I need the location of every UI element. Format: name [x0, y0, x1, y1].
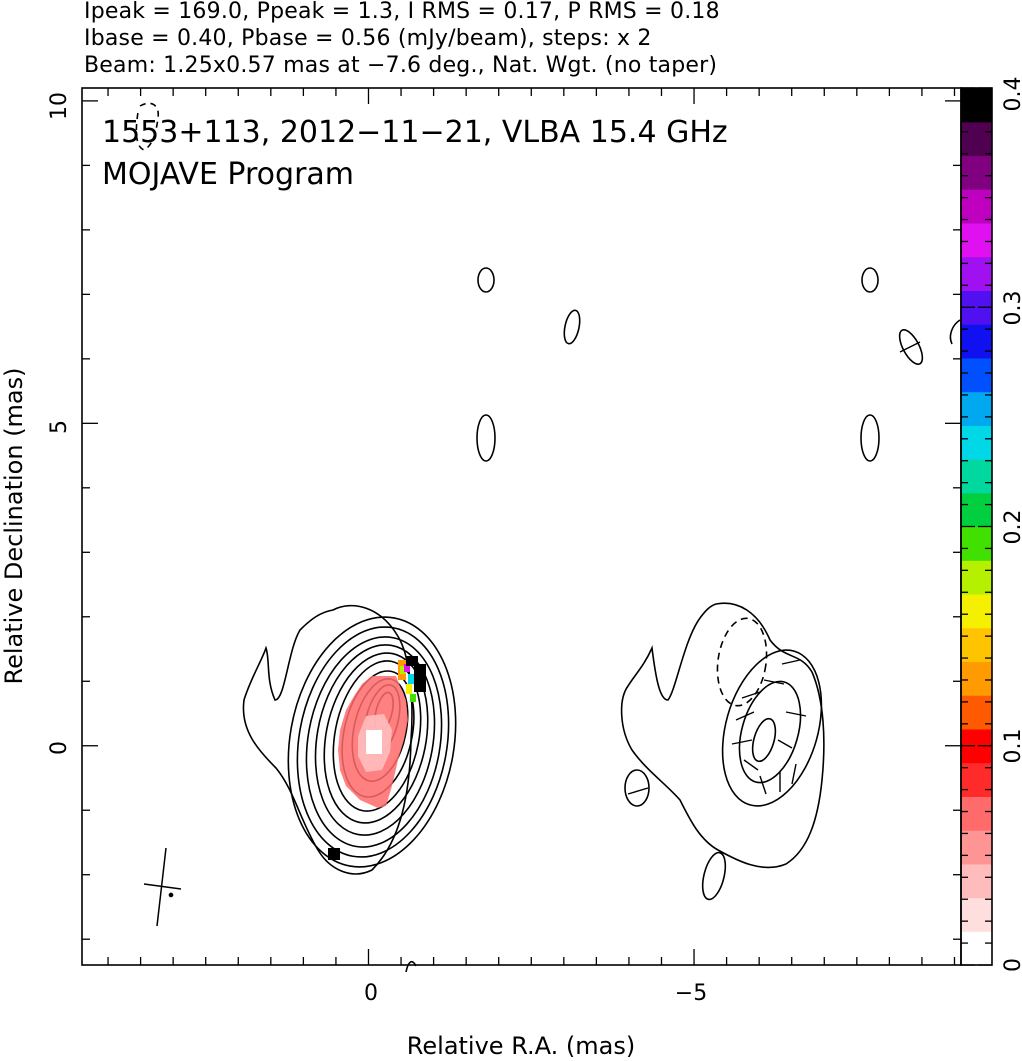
- pol-pixel: [410, 694, 416, 702]
- contour-blob: [860, 414, 880, 462]
- evpa-vector: [781, 659, 801, 665]
- contour-level: [323, 652, 429, 824]
- pol-pixel: [408, 674, 414, 684]
- evpa-vectors: [627, 341, 921, 795]
- pol-pixel: [414, 664, 426, 692]
- pol-pixel: [406, 684, 412, 694]
- wedge-cell: [961, 357, 992, 393]
- pol-pixel: [400, 666, 406, 674]
- wedge-cell: [961, 121, 992, 157]
- wedge-cell: [961, 830, 992, 865]
- axis-ticks: [82, 87, 992, 966]
- pol-pixel: [404, 664, 410, 672]
- wedge-cell: [961, 324, 992, 359]
- wedge-cell: [961, 526, 992, 561]
- contour-level: [296, 626, 450, 858]
- evpa-vector: [759, 775, 767, 795]
- y-axis-label: Relative Declination (mas): [0, 367, 28, 684]
- pol-contour-level: [751, 717, 777, 763]
- contour-edge-fragment: [405, 960, 417, 973]
- x-tick-label-0: 0: [364, 981, 378, 1006]
- contour-blob: [477, 267, 495, 293]
- wedge-cell: [961, 459, 992, 494]
- plot-annotation-program: MOJAVE Program: [102, 157, 354, 192]
- wedge-cell: [961, 560, 992, 595]
- contour-level: [332, 660, 422, 812]
- wedge-cell: [961, 796, 992, 831]
- evpa-vector: [785, 711, 807, 717]
- pol-contour-blob: [701, 851, 727, 901]
- contour-blob: [861, 267, 879, 293]
- restoring-beam: [143, 847, 182, 927]
- contour-blob: [476, 414, 496, 462]
- wedge-cell: [961, 391, 992, 426]
- contour-edge-fragment: [949, 319, 961, 345]
- evpa-vector: [763, 679, 785, 685]
- wedge-cell: [961, 593, 992, 629]
- evpa-vector: [731, 739, 753, 745]
- wedge-cell: [961, 492, 992, 528]
- wedge-tick-label-0.3: 0.3: [1001, 291, 1022, 326]
- plot-annotation-source: 1553+113, 2012−11−21, VLBA 15.4 GHz: [102, 115, 728, 150]
- intensity-contours: [135, 102, 961, 973]
- pol-contour-negative: [716, 617, 768, 707]
- y-tick-label-10: 10: [47, 92, 72, 120]
- pol-pixel: [406, 656, 418, 666]
- wedge-cell: [961, 762, 992, 797]
- wedge-cell: [961, 155, 992, 190]
- pol-contour-level: [721, 649, 823, 807]
- header-line-peaks: Ipeak = 169.0, Ppeak = 1.3, I RMS = 0.17…: [84, 0, 720, 24]
- pol-pixel-white: [366, 730, 382, 754]
- contour-level: [305, 636, 443, 848]
- wedge-cell: [961, 863, 992, 899]
- evpa-vector: [627, 787, 649, 795]
- contour-level: [287, 616, 457, 868]
- header-line-base: Ibase = 0.40, Pbase = 0.56 (mJy/beam), s…: [84, 26, 652, 51]
- wedge-tick-label-0: 0: [1001, 958, 1022, 972]
- contour-negative: [135, 102, 160, 151]
- wedge-cell: [961, 627, 992, 663]
- wedge-cell: [961, 897, 992, 932]
- x-tick-label-minus5: −5: [675, 981, 707, 1006]
- evpa-vector: [735, 711, 755, 721]
- wedge-frame: [960, 87, 993, 966]
- beam-minor-axis: [143, 883, 182, 890]
- evpa-vector: [777, 739, 793, 749]
- evpa-vector: [743, 759, 759, 771]
- color-wedge: [961, 88, 992, 966]
- contour-level: [314, 644, 436, 836]
- wedge-tick-label-0.2: 0.2: [1001, 510, 1022, 545]
- pol-contour-level: [738, 680, 802, 784]
- pol-pixel: [328, 848, 340, 860]
- evpa-vector: [899, 341, 921, 353]
- y-tick-label-0: 0: [47, 741, 72, 755]
- wedge-tick-label-0.1: 0.1: [1001, 729, 1022, 764]
- wedge-tick-label-0.4: 0.4: [1001, 77, 1022, 112]
- beam-center: [168, 892, 174, 898]
- header-line-beam: Beam: 1.25x0.57 mas at −7.6 deg., Nat. W…: [84, 53, 718, 78]
- evpa-vector: [791, 763, 797, 785]
- wedge-cell: [961, 661, 992, 696]
- pol-contour-outer: [620, 602, 825, 869]
- contour-blob: [563, 309, 581, 345]
- pol-contour-blob: [624, 769, 650, 807]
- x-axis-label: Relative R.A. (mas): [407, 1032, 635, 1060]
- wedge-cell: [961, 222, 992, 258]
- wedge-cell: [961, 88, 992, 123]
- wedge-cell: [961, 189, 992, 224]
- fractional-polarization-pixels: [328, 656, 426, 860]
- y-tick-label-5: 5: [47, 420, 72, 434]
- evpa-vector: [741, 691, 761, 699]
- wedge-cell: [961, 425, 992, 460]
- wedge-cell: [961, 931, 992, 966]
- plot-frame: [81, 87, 962, 966]
